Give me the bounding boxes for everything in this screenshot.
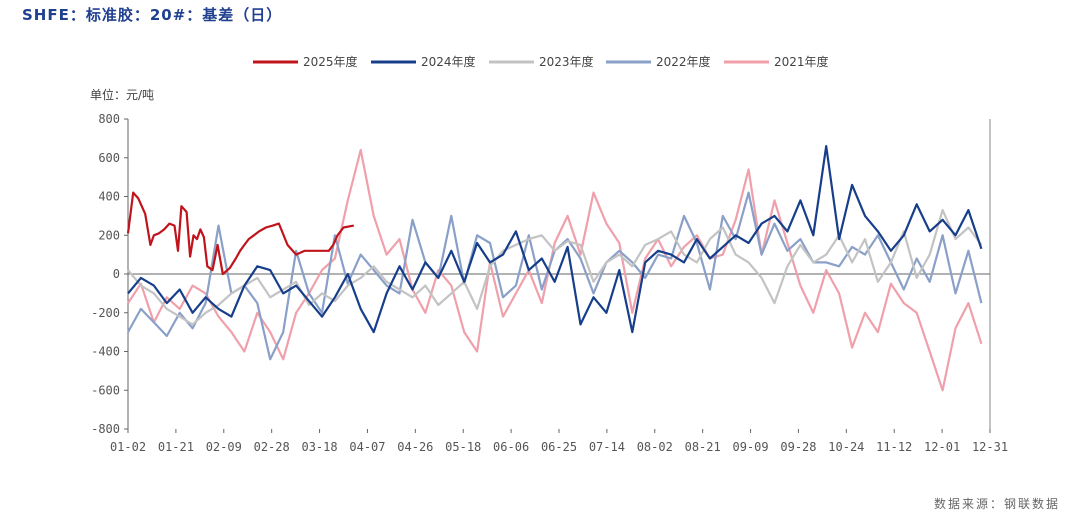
x-tick-label: 12-01 [924,440,960,454]
y-tick-label: -800 [91,422,120,436]
x-tick-label: 06-06 [493,440,529,454]
x-tick-label: 06-25 [541,440,577,454]
x-tick-label: 05-18 [445,440,481,454]
y-tick-label: 0 [113,267,120,281]
x-tick-label: 12-31 [972,440,1008,454]
series-line-2024年度 [127,145,983,334]
legend-label: 2024年度 [421,54,476,69]
legend-label: 2025年度 [303,54,358,69]
legend-label: 2021年度 [774,54,829,69]
y-tick-label: 400 [98,190,120,204]
y-axis-unit-label: 单位：元/吨 [90,88,155,102]
x-tick-label: 08-02 [637,440,673,454]
x-tick-label: 09-09 [732,440,768,454]
legend: 2025年度 2024年度 2023年度 2022年度 2021年度 [253,54,829,69]
x-tick-label: 07-14 [589,440,625,454]
y-tick-label: 600 [98,151,120,165]
chart-title: SHFE：标准胶：20#：基差（日） [22,6,283,24]
x-tick-label: 09-28 [780,440,816,454]
y-tick-label: -600 [91,383,120,397]
y-tick-label: 200 [98,228,120,242]
y-tick-label: -200 [91,306,120,320]
legend-label: 2022年度 [656,54,711,69]
data-source-note: 数据来源：钢联数据 [933,497,1060,511]
x-tick-label: 04-07 [349,440,385,454]
x-tick-label: 11-12 [876,440,912,454]
x-tick-label: 03-18 [301,440,337,454]
x-tick-label: 01-21 [158,440,194,454]
x-tick-label: 08-21 [685,440,721,454]
series-lines [126,145,983,392]
x-tick-label: 04-26 [397,440,433,454]
y-tick-label: -400 [91,345,120,359]
series-line-2025年度 [126,191,354,276]
x-tick-label: 01-02 [110,440,146,454]
x-tick-label: 10-24 [828,440,864,454]
series-line-2022年度 [127,191,983,361]
axes: 800 600 400 200 0 -200 -400 -600 -800 01-02 01-21 0… [91,112,1008,454]
x-tick-label: 02-09 [206,440,242,454]
x-tick-label: 02-28 [254,440,290,454]
y-tick-label: 800 [98,112,120,126]
legend-label: 2023年度 [539,54,594,69]
series-line-2021年度 [127,148,983,392]
